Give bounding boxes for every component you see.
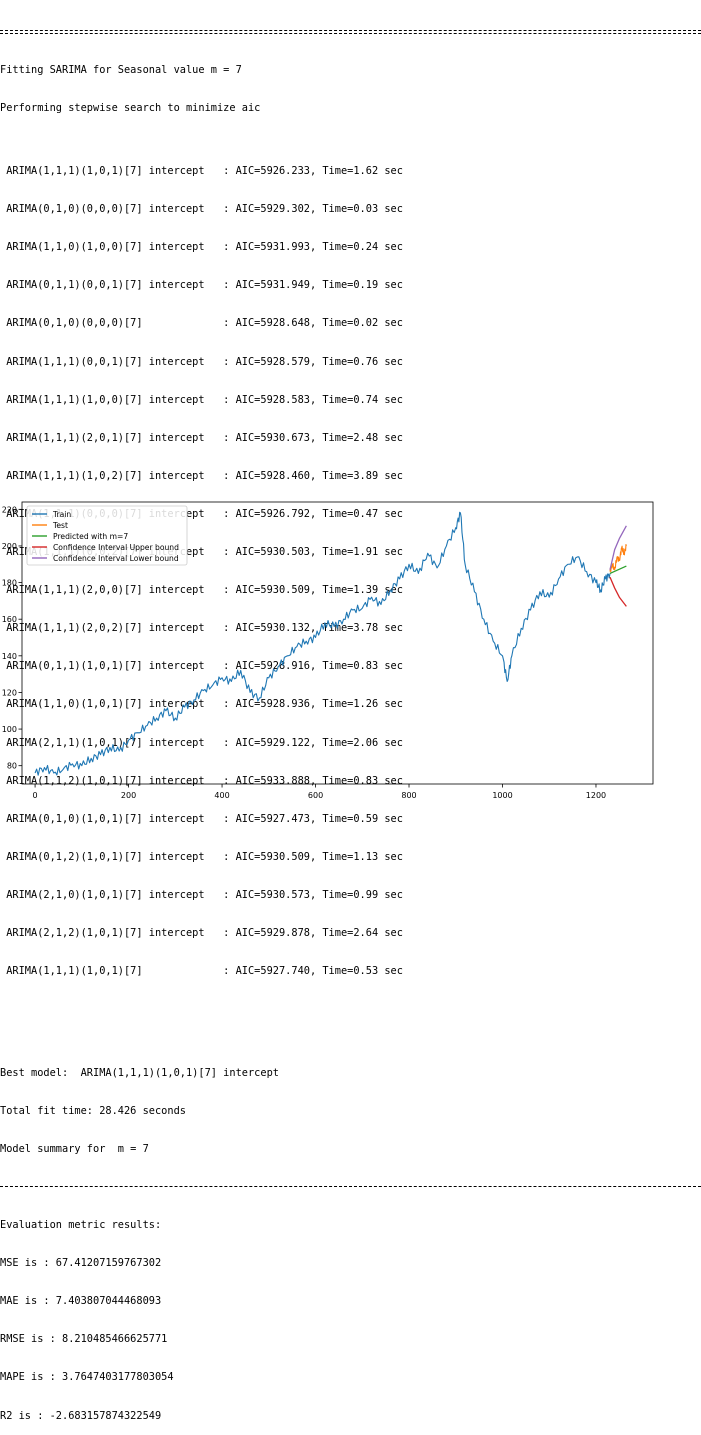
legend-item-upper: Confidence Interval Upper bound (53, 543, 179, 552)
model-row: ARIMA(1,1,1)(1,0,1)[7] intercept : AIC=5… (0, 165, 403, 178)
model-row: ARIMA(1,1,1)(0,0,1)[7] intercept : AIC=5… (0, 355, 403, 368)
model-row: ARIMA(1,1,1)(1,0,0)[7] intercept : AIC=5… (0, 393, 403, 406)
legend-item-lower: Confidence Interval Lower bound (53, 554, 179, 563)
y-tick-label: 160 (2, 615, 17, 624)
model-row: ARIMA(0,1,0)(0,0,0)[7] : AIC=5928.648, T… (0, 317, 403, 330)
model-row: ARIMA(1,1,1)(2,0,0)[7] intercept : AIC=5… (0, 584, 403, 597)
blank-line (0, 1029, 701, 1042)
model-row: ARIMA(1,1,1)(2,0,2)[7] intercept : AIC=5… (0, 622, 403, 635)
y-tick-label: 180 (2, 579, 17, 588)
total-fit-time-line: Total fit time: 28.426 seconds (0, 1104, 186, 1117)
forecast-plot: 0 200 400 600 800 1000 1200 80 100 120 140 160 180 20… (0, 494, 701, 803)
x-tick-label: 200 (121, 791, 136, 800)
separator-rule (0, 25, 701, 38)
model-summary-line: Model summary for m = 7 (0, 1142, 149, 1155)
stepwise-search-line: Performing stepwise search to minimize a… (0, 101, 261, 114)
model-row: ARIMA(1,1,1)(1,0,2)[7] intercept : AIC=5… (0, 469, 403, 482)
legend-box (26, 505, 188, 566)
best-model-line: Best model: ARIMA(1,1,1)(1,0,1)[7] inter… (0, 1066, 279, 1079)
y-tick-label: 80 (7, 762, 17, 771)
metric-r2: R2 is : -2.683157874322549 (0, 1409, 162, 1422)
predicted-series-line (609, 565, 627, 575)
model-row: ARIMA(0,1,1)(1,0,1)[7] intercept : AIC=5… (0, 660, 403, 673)
model-row: ARIMA(1,1,2)(1,0,1)[7] intercept : AIC=5… (0, 774, 403, 787)
legend-item-test: Test (52, 521, 68, 530)
y-tick-label: 140 (2, 652, 17, 661)
metrics-heading: Evaluation metric results: (0, 1219, 162, 1232)
metric-mae: MAE is : 7.403807044468093 (0, 1295, 162, 1308)
model-row: ARIMA(0,1,0)(1,0,1)[7] intercept : AIC=5… (0, 812, 403, 825)
legend-item-predicted: Predicted with m=7 (53, 532, 128, 541)
model-row: ARIMA(1,1,1)(1,0,1)[7] : AIC=5927.740, T… (0, 965, 403, 978)
metric-mse: MSE is : 67.41207159767302 (0, 1257, 162, 1270)
model-row: ARIMA(1,1,0)(1,0,0)[7] intercept : AIC=5… (0, 241, 403, 254)
model-row: ARIMA(2,1,2)(1,0,1)[7] intercept : AIC=5… (0, 926, 403, 939)
model-row: ARIMA(0,1,0)(0,0,0)[7] intercept : AIC=5… (0, 203, 403, 216)
forecast-chart: 0 200 400 600 800 1000 1200 80 100 120 140 160 180 20… (2, 501, 654, 800)
x-tick-label: 600 (308, 791, 323, 800)
model-row: ARIMA(2,1,0)(1,0,1)[7] intercept : AIC=5… (0, 888, 403, 901)
x-tick-label: 400 (214, 791, 229, 800)
x-tick-label: 1200 (586, 791, 606, 800)
train-series-line (34, 511, 611, 776)
metric-mape: MAPE is : 3.7647403177803054 (0, 1371, 174, 1384)
model-row: ARIMA(2,1,1)(1,0,1)[7] intercept : AIC=5… (0, 736, 403, 749)
model-row: ARIMA(0,1,1)(0,0,1)[7] intercept : AIC=5… (0, 279, 403, 292)
x-tick-label: 1000 (492, 791, 512, 800)
separator-rule (0, 1181, 701, 1194)
x-tick-label: 0 (33, 791, 38, 800)
model-row: ARIMA(0,1,2)(1,0,1)[7] intercept : AIC=5… (0, 850, 403, 863)
legend-item-train: Train (52, 510, 71, 519)
plot-frame (21, 501, 654, 785)
x-tick-label: 800 (401, 791, 416, 800)
fitting-header: Fitting SARIMA for Seasonal value m = 7 (0, 63, 242, 76)
y-tick-label: 120 (2, 688, 17, 697)
lower-bound-line (609, 525, 627, 570)
y-tick-label: 200 (2, 542, 17, 551)
y-tick-label: 220 (2, 505, 17, 514)
y-tick-label: 100 (2, 725, 17, 734)
upper-bound-line (609, 576, 627, 607)
metric-rmse: RMSE is : 8.210485466625771 (0, 1333, 168, 1346)
test-series-line (609, 543, 627, 573)
model-row: ARIMA(1,1,1)(2,0,1)[7] intercept : AIC=5… (0, 431, 403, 444)
